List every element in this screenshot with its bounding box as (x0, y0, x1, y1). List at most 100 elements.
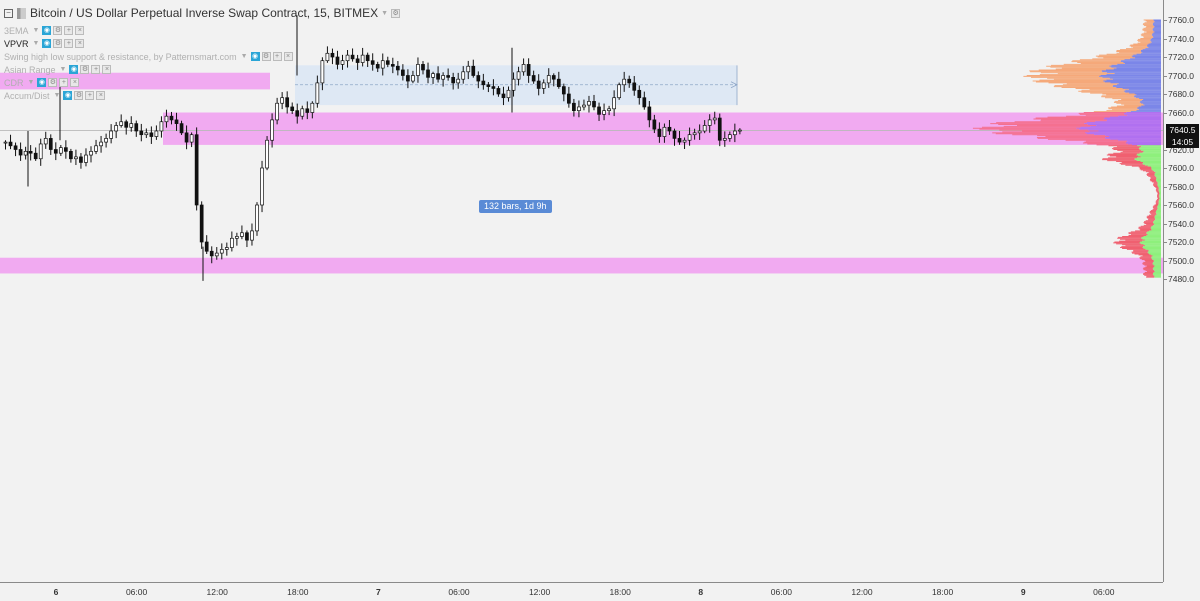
candle (712, 111, 717, 125)
candle-body (84, 154, 88, 163)
remove-icon[interactable]: × (283, 52, 293, 61)
chart-area[interactable]: − Bitcoin / US Dollar Perpetual Inverse … (0, 0, 1163, 582)
candle (184, 125, 189, 150)
indicator-label[interactable]: CDR (4, 77, 24, 88)
indicator-row[interactable]: Swing high low support & resistance, by … (4, 50, 402, 63)
chevron-down-icon[interactable]: ▼ (240, 53, 248, 60)
candle (536, 74, 541, 96)
candle-body (697, 130, 702, 134)
candle (149, 126, 154, 144)
indicator-label[interactable]: Swing high low support & resistance, by … (4, 51, 237, 62)
candle-body (481, 80, 486, 86)
settings-icon[interactable]: ⚙ (74, 91, 84, 100)
candle (597, 102, 601, 121)
settings-icon[interactable]: ⚙ (53, 26, 63, 35)
candle-body (546, 75, 551, 84)
measure-arrow-icon (730, 81, 738, 89)
candle (587, 95, 591, 113)
eye-icon[interactable]: ◉ (63, 91, 73, 100)
add-icon[interactable]: + (64, 39, 74, 48)
candle (260, 160, 264, 213)
candle-body (114, 125, 119, 132)
price-axis[interactable]: 7760.0 7740.0 7720.0 7700.0 7680.0 7660.0 7620… (1163, 0, 1200, 582)
indicator-row[interactable]: Accum/Dist ▼ ◉ ⚙ + × (4, 89, 402, 102)
remove-icon[interactable]: × (70, 78, 80, 87)
indicator-label[interactable]: 3EMA (4, 25, 29, 36)
candle (481, 73, 486, 90)
indicator-label[interactable]: Accum/Dist (4, 90, 50, 101)
chevron-down-icon[interactable]: ▼ (32, 27, 40, 34)
time-axis[interactable]: 6 06:00 12:00 18:00 7 06:00 12:00 18:00 8 06:00 12… (0, 582, 1163, 601)
candle (214, 247, 219, 260)
indicator-row[interactable]: 3EMA ▼ ◉ ⚙ + × (4, 24, 402, 37)
candle-body (164, 115, 169, 123)
remove-icon[interactable]: × (96, 91, 106, 100)
candle-body (411, 75, 415, 82)
indicator-row[interactable]: VPVR ▼ ◉ ⚙ + × (4, 37, 402, 50)
candle (476, 71, 481, 89)
candle-body (496, 88, 501, 95)
candle (551, 73, 556, 87)
symbol-icon (17, 7, 26, 19)
add-icon[interactable]: + (59, 78, 69, 87)
candle-body (330, 52, 335, 58)
candle-body (295, 110, 300, 117)
chevron-down-icon[interactable]: ▼ (27, 79, 35, 86)
price-tick-label: 7660.0 (1164, 107, 1194, 118)
eye-icon[interactable]: ◉ (250, 52, 260, 61)
time-tick-label: 06:00 (770, 587, 793, 597)
settings-icon[interactable]: ⚙ (48, 78, 58, 87)
candle-body (446, 75, 450, 78)
sr-zone (0, 257, 1163, 274)
price-chart[interactable] (0, 0, 1163, 582)
candle-body (139, 130, 144, 136)
candle (310, 101, 315, 119)
settings-icon[interactable]: ⚙ (53, 39, 63, 48)
candle (647, 101, 652, 128)
candle-body (380, 60, 385, 69)
collapse-legend-button[interactable]: − (4, 8, 13, 18)
candle (390, 57, 395, 74)
chevron-down-icon[interactable]: ▼ (59, 66, 67, 73)
candle-body (149, 132, 154, 137)
indicator-label[interactable]: VPVR (4, 38, 29, 49)
indicator-list: 3EMA ▼ ◉ ⚙ + × VPVR ▼ ◉ ⚙ + × Swing high low support… (4, 24, 402, 102)
settings-button[interactable]: ⚙ (391, 8, 401, 18)
candle-body (94, 145, 98, 152)
candle (582, 99, 586, 111)
remove-icon[interactable]: × (75, 26, 85, 35)
measure-label: 132 bars, 1d 9h (479, 200, 552, 213)
remove-icon[interactable]: × (75, 39, 85, 48)
candle-body (290, 106, 295, 111)
remove-icon[interactable]: × (102, 65, 112, 74)
indicator-label[interactable]: Asian Range (4, 64, 56, 75)
eye-icon[interactable]: ◉ (42, 26, 52, 35)
candle-body (521, 64, 526, 73)
add-icon[interactable]: + (91, 65, 101, 74)
candle (727, 131, 732, 142)
candle-body (275, 102, 279, 121)
indicator-row[interactable]: CDR ▼ ◉ ⚙ + × (4, 76, 402, 89)
candle (230, 231, 234, 252)
settings-icon[interactable]: ⚙ (261, 52, 271, 61)
chevron-down-icon[interactable]: ▼ (53, 92, 61, 99)
chevron-down-icon[interactable]: ▼ (381, 9, 389, 17)
candle-body (461, 71, 466, 80)
indicator-row[interactable]: Asian Range ▼ ◉ ⚙ + × (4, 63, 402, 76)
eye-icon[interactable]: ◉ (42, 39, 52, 48)
add-icon[interactable]: + (272, 52, 282, 61)
candle (300, 105, 305, 120)
add-icon[interactable]: + (64, 26, 74, 35)
eye-icon[interactable]: ◉ (69, 65, 79, 74)
candle-body (43, 138, 48, 145)
chevron-down-icon[interactable]: ▼ (32, 40, 40, 47)
candle (355, 54, 360, 70)
candle (461, 66, 466, 84)
eye-icon[interactable]: ◉ (37, 78, 47, 87)
settings-icon[interactable]: ⚙ (80, 65, 90, 74)
add-icon[interactable]: + (85, 91, 95, 100)
candle (189, 132, 194, 148)
candle-body (406, 75, 410, 82)
candle (250, 223, 254, 246)
candle (109, 124, 113, 144)
